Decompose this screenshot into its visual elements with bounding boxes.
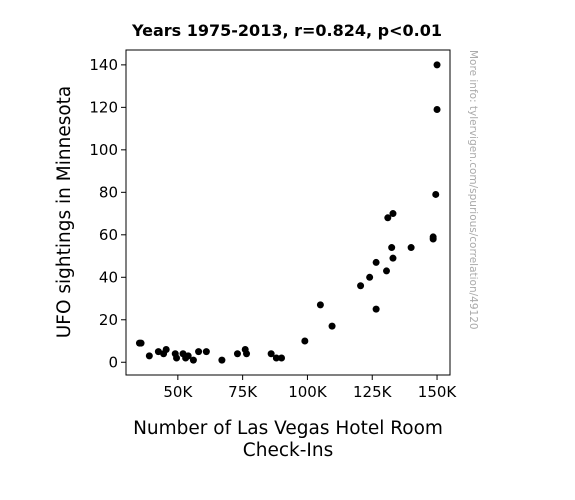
- data-point: [243, 350, 251, 358]
- x-axis-label-line-2: Check-Ins: [243, 440, 333, 461]
- data-point: [137, 339, 145, 347]
- plot-area: 0 20 40 60 80 100 120 140 50K 75K 100K 125K 150K: [89, 49, 457, 401]
- data-point: [272, 354, 280, 362]
- y-tick-label: 80: [99, 183, 118, 201]
- x-axis-label-line-1: Number of Las Vegas Hotel Room: [133, 418, 443, 439]
- y-tick-label: 20: [99, 311, 118, 329]
- data-point: [162, 346, 170, 354]
- data-point: [218, 356, 226, 364]
- data-point: [407, 244, 415, 252]
- data-point: [267, 350, 275, 358]
- y-tick-label: 120: [89, 98, 118, 116]
- data-point: [173, 354, 181, 362]
- y-tick-label: 100: [89, 141, 118, 159]
- data-point: [384, 214, 392, 222]
- data-point: [429, 233, 437, 241]
- data-point: [372, 305, 380, 313]
- data-point: [301, 337, 309, 345]
- x-tick-label: 50K: [163, 383, 193, 401]
- data-point: [202, 348, 210, 356]
- data-point: [388, 244, 396, 252]
- data-points: [135, 61, 441, 364]
- data-point: [184, 352, 192, 360]
- data-point: [372, 258, 380, 266]
- y-axis-label: UFO sightings in Minnesota: [54, 86, 75, 338]
- chart-title: Years 1975-2013, r=0.824, p<0.01: [131, 21, 442, 40]
- x-axis: 50K 75K 100K 125K 150K: [163, 375, 457, 401]
- data-point: [189, 356, 197, 364]
- source-credit: More info: tylervigen.com/spurious/corre…: [467, 50, 479, 330]
- y-tick-label: 40: [99, 268, 118, 286]
- x-tick-label: 150K: [418, 383, 458, 401]
- plot-frame: [125, 49, 451, 376]
- y-tick-label: 0: [108, 353, 118, 371]
- data-point: [366, 273, 374, 281]
- data-point: [382, 267, 390, 275]
- data-point: [233, 350, 241, 358]
- y-axis: 0 20 40 60 80 100 120 140: [89, 56, 126, 371]
- x-tick-label: 125K: [353, 383, 393, 401]
- data-point: [328, 322, 336, 330]
- data-point: [316, 301, 324, 309]
- data-point: [433, 61, 441, 69]
- x-tick-label: 100K: [288, 383, 328, 401]
- y-tick-label: 60: [99, 226, 118, 244]
- data-point: [389, 210, 397, 218]
- x-tick-label: 75K: [228, 383, 258, 401]
- data-point: [389, 254, 397, 262]
- data-point: [357, 282, 365, 290]
- data-point: [195, 348, 203, 356]
- data-point: [433, 105, 441, 113]
- data-point: [278, 354, 286, 362]
- y-tick-label: 140: [89, 56, 118, 74]
- data-point: [145, 352, 153, 360]
- data-point: [432, 190, 440, 198]
